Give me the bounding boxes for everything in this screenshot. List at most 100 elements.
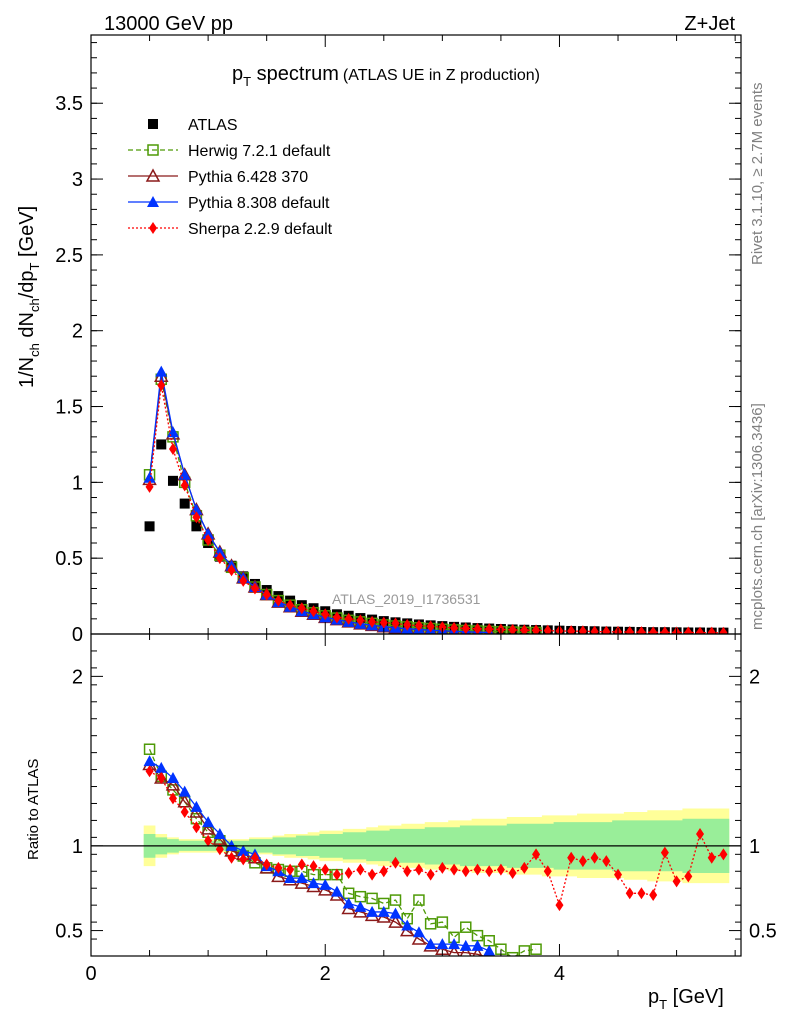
legend-label: ATLAS [188, 117, 238, 134]
legend: ATLAS Herwig 7.2.1 default Pythia 6.428 37… [128, 117, 333, 238]
data-point [413, 894, 425, 906]
y-tick-label: 1 [72, 472, 83, 494]
data-point [707, 851, 716, 864]
analysis-watermark: ATLAS_2019_I1736531 [332, 591, 481, 607]
data-point [368, 615, 377, 628]
data-point [532, 848, 541, 861]
data-point [239, 853, 248, 866]
data-point [424, 918, 437, 930]
data-point [204, 533, 213, 546]
series-line [148, 379, 537, 634]
legend-item: Herwig 7.2.1 default [128, 143, 331, 160]
data-point [567, 851, 576, 864]
data-point [190, 503, 203, 515]
data-point [471, 929, 484, 942]
y-tick-label: 2 [72, 666, 83, 688]
ratio-y-axis-label: Ratio to ATLAS [25, 759, 42, 860]
plot-title: pT spectrum (ATLAS UE in Z production) [232, 63, 540, 89]
data-point [204, 834, 213, 847]
data-point [167, 475, 178, 486]
data-point [262, 588, 271, 601]
data-point [696, 827, 705, 840]
y-tick-label: 0.5 [55, 548, 83, 570]
data-point [366, 892, 378, 905]
data-point [191, 521, 202, 532]
data-point [649, 888, 658, 901]
data-point [719, 848, 728, 861]
data-point [321, 608, 330, 621]
y-tick-label: 0 [72, 624, 83, 646]
process-label: Z+Jet [684, 13, 735, 35]
data-point [426, 868, 435, 881]
data-point [483, 944, 496, 956]
data-point [532, 624, 541, 634]
data-point [157, 379, 166, 392]
data-point [485, 865, 494, 878]
data-point [684, 626, 693, 634]
data-point [168, 442, 177, 455]
data-point [145, 480, 154, 493]
data-point [426, 620, 435, 633]
series-atlas [144, 439, 729, 634]
data-point [344, 866, 353, 879]
data-point [590, 851, 599, 864]
data-point [459, 939, 472, 951]
data-point [448, 945, 461, 956]
main-y-axis-label: 1/Nch dNch/dpT [GeV] [16, 206, 42, 388]
data-point [672, 875, 681, 888]
data-point [274, 861, 283, 874]
data-point [307, 877, 320, 889]
x-tick-label: 2 [320, 963, 331, 985]
data-point [192, 511, 201, 524]
data-point [485, 623, 494, 634]
data-point [297, 858, 306, 871]
data-point [403, 865, 412, 878]
data-point [297, 602, 306, 615]
data-point [227, 564, 236, 577]
data-point [424, 938, 437, 950]
data-point [284, 872, 297, 884]
title-paren: (ATLAS UE in Z production) [343, 67, 540, 84]
main-plot-area [142, 365, 729, 634]
title-p: p [232, 63, 243, 85]
data-point [178, 785, 191, 797]
data-point [157, 772, 166, 785]
data-point [411, 931, 427, 945]
data-point [625, 626, 634, 634]
data-point [389, 907, 402, 919]
data-point [379, 616, 388, 629]
data-point [309, 860, 318, 873]
data-point [578, 625, 587, 634]
data-point [332, 868, 341, 881]
x-tick-label: 4 [554, 963, 565, 985]
ratio-frame [90, 633, 742, 957]
data-point [143, 755, 156, 767]
data-point [344, 612, 353, 625]
legend-label: Pythia 6.428 370 [188, 169, 308, 186]
y-tick-label: 3.5 [55, 93, 83, 115]
y-tick-label: 3 [72, 169, 83, 191]
data-point [215, 552, 224, 565]
data-point [295, 872, 308, 884]
data-point [530, 943, 542, 955]
data-point [144, 521, 155, 532]
y-tick-label: 0.5 [55, 921, 83, 943]
data-point [555, 899, 564, 912]
data-point [520, 861, 529, 874]
data-point [227, 851, 236, 864]
data-point [200, 821, 216, 835]
legend-item: ATLAS [148, 117, 238, 134]
data-point [389, 894, 402, 906]
rivet-side-label: Rivet 3.1.10, ≥ 2.7M events [749, 83, 766, 266]
data-point [543, 624, 552, 634]
data-point [412, 926, 425, 938]
data-point [250, 851, 259, 864]
data-point [719, 626, 728, 634]
title-sub: T [243, 74, 251, 89]
data-point [213, 827, 226, 839]
data-point [262, 858, 271, 871]
data-point [508, 866, 517, 879]
data-point [202, 816, 215, 828]
data-point [319, 878, 332, 890]
